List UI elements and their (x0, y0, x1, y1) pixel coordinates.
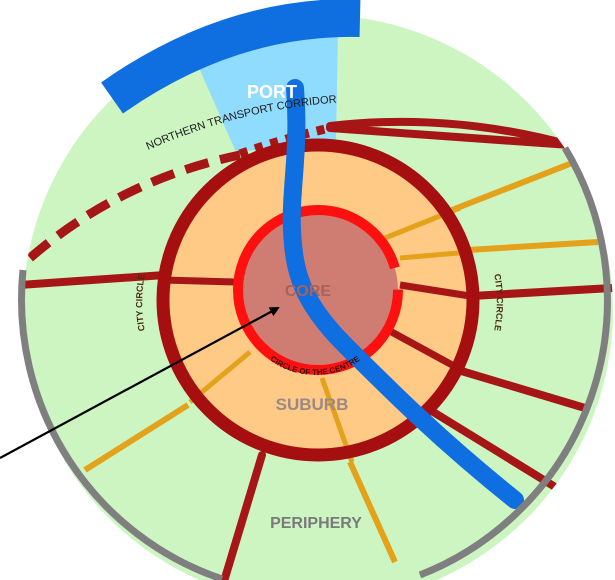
suburb-label: SUBURB (276, 395, 349, 414)
periphery-label: PERIPHERY (270, 515, 362, 532)
core-label: CORE (285, 283, 332, 300)
